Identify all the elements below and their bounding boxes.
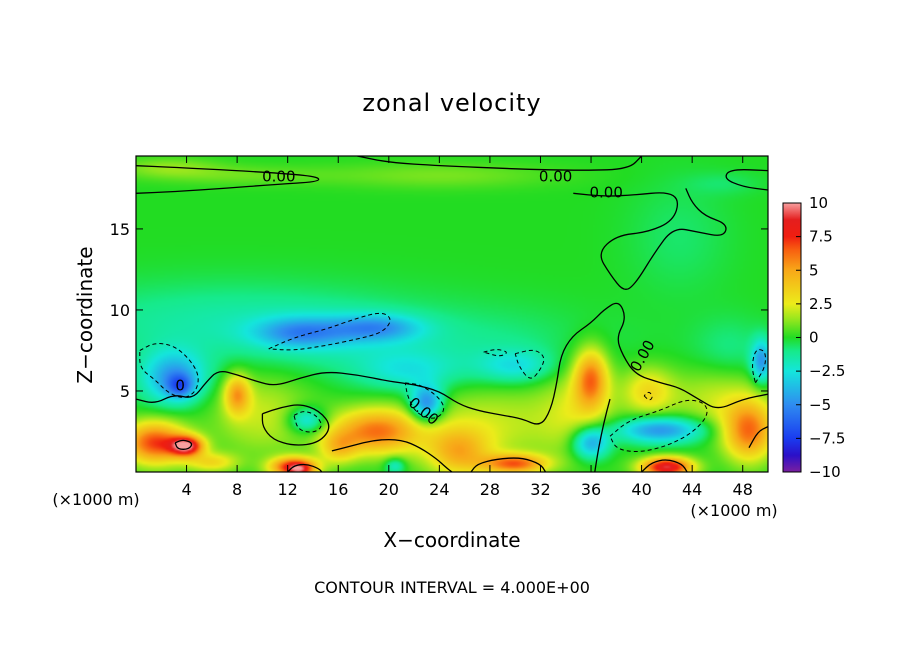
contour-label: 0.00	[589, 184, 622, 202]
contour-line-zero	[748, 426, 768, 449]
velocity-field-fill	[136, 156, 768, 472]
colorbar-tick-label: 10	[809, 194, 828, 212]
colorbar-tick-label: 0	[809, 329, 819, 347]
contour-interval-note: CONTOUR INTERVAL = 4.000E+00	[314, 578, 590, 597]
colorbar-tick-label: −10	[809, 463, 841, 481]
contour-line-negative	[514, 349, 545, 379]
contour-line-negative	[268, 312, 391, 351]
y-axis-label: Z−coordinate	[73, 246, 97, 383]
x-unit-label-left: (×1000 m)	[52, 490, 139, 509]
contour-label-group: 0.00	[539, 167, 572, 185]
x-tick-label: 36	[581, 480, 601, 499]
contour-label: 0	[175, 377, 185, 395]
contour-line-negative	[643, 391, 653, 401]
colorbar-tick-label: −7.5	[809, 429, 845, 447]
contour-line-zero	[331, 438, 453, 472]
y-axis-ticks: 5 10 15	[110, 220, 768, 401]
contour-lines	[136, 156, 768, 472]
colorbar-tick-label: −2.5	[809, 362, 845, 380]
x-tick-label: 8	[232, 480, 242, 499]
y-tick-label: 5	[120, 382, 130, 401]
contour-label: 0.00	[539, 167, 572, 185]
x-tick-label: 16	[328, 480, 348, 499]
x-tick-label: 48	[733, 480, 753, 499]
colorbar-tick-label: 7.5	[809, 228, 833, 246]
x-unit-label-right: (×1000 m)	[690, 501, 777, 520]
plot-frame	[135, 155, 769, 473]
x-tick-label: 24	[429, 480, 449, 499]
chart-title: zonal velocity	[362, 89, 541, 117]
y-tick-label: 15	[110, 220, 130, 239]
contour-line-zero	[261, 404, 330, 446]
contour-label-group: 0	[175, 377, 185, 395]
x-tick-label: 12	[278, 480, 298, 499]
colorbar-ticks: 10 7.5 5 2.5 0 −2.5 −5 −7.5 −10	[796, 194, 845, 481]
contour-line-negative	[293, 411, 322, 433]
contour-line-negative	[609, 399, 708, 452]
contour-line-zero	[287, 463, 323, 472]
x-axis-ticks: 4 8 12 16 20 24 28 32 36 40 44 48	[181, 156, 753, 499]
colorbar-tick-label: −5	[809, 396, 831, 414]
colorbar: 10 7.5 5 2.5 0 −2.5 −5 −7.5 −10	[782, 194, 845, 481]
contour-line-negative	[752, 349, 767, 384]
contour-line-zero	[174, 439, 193, 450]
contour-line-negative	[483, 349, 507, 357]
contour-line-zero	[573, 188, 727, 290]
contour-label-group: 0.00	[262, 167, 295, 185]
contour-line-zero	[357, 156, 643, 171]
x-tick-label: 4	[181, 480, 191, 499]
contour-line-zero	[594, 398, 611, 472]
contour-line-zero	[641, 459, 688, 472]
y-tick-label: 10	[110, 301, 130, 320]
x-tick-label: 44	[682, 480, 702, 499]
contour-line-zero	[470, 457, 547, 472]
x-axis-label: X−coordinate	[383, 528, 520, 552]
x-tick-label: 20	[379, 480, 399, 499]
plot-area: 0.00 0.000.000.000.000	[136, 156, 768, 472]
contour-line-negative	[404, 382, 445, 419]
x-tick-label: 40	[631, 480, 651, 499]
contour-label: 0.00	[262, 167, 295, 185]
x-tick-label: 32	[530, 480, 550, 499]
contour-line-zero	[136, 165, 320, 194]
contour-line-zero	[725, 169, 768, 191]
contour-line-negative	[139, 343, 199, 398]
x-tick-label: 28	[480, 480, 500, 499]
contour-line-zero	[136, 302, 768, 425]
colorbar-tick-label: 5	[809, 261, 819, 279]
contour-label-group: 0.00	[589, 184, 622, 202]
colorbar-tick-label: 2.5	[809, 295, 833, 313]
